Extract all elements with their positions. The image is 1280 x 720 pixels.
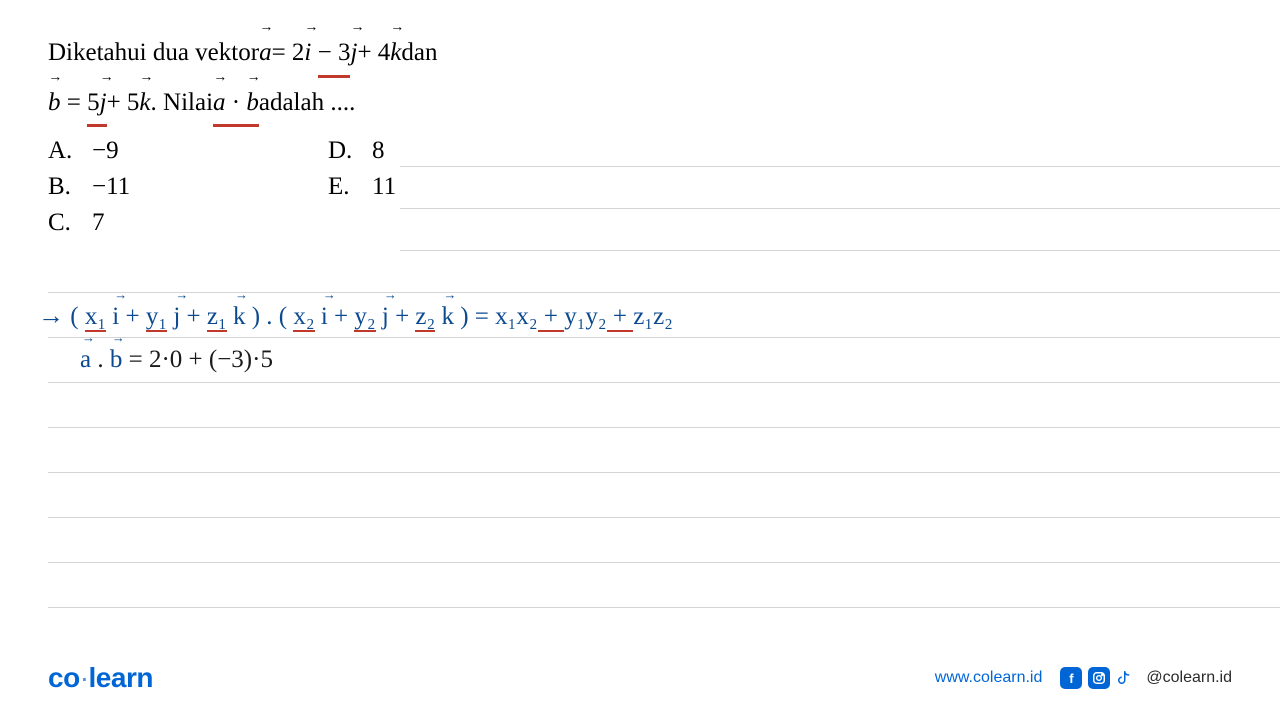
social-icons: f @colearn.id bbox=[1060, 667, 1232, 689]
redline: →a · →b bbox=[213, 78, 259, 128]
handwriting-line-2: a . b = 2·0 + (−3)·5 bbox=[80, 342, 273, 377]
footer: co·learn www.colearn.id f @colearn.id bbox=[48, 662, 1232, 694]
vec-b: →b bbox=[48, 78, 61, 125]
answer-options: A. −9 D. 8 B. −11 E. 11 C. 7 bbox=[48, 137, 1232, 237]
q-text: + 5 bbox=[107, 82, 140, 125]
q-text: = bbox=[61, 82, 88, 125]
handwriting-line-1: → ( x₁ i + y₁ j + z₁ k ) . ( x₂ i + y₂ j… bbox=[38, 298, 673, 334]
tiktok-icon bbox=[1116, 667, 1138, 689]
q-text: . Nilai bbox=[151, 82, 214, 125]
q-text: Diketahui dua vektor bbox=[48, 32, 259, 75]
option-c: C. 7 bbox=[48, 209, 328, 237]
q-text: dan bbox=[401, 32, 437, 75]
option-b: B. −11 bbox=[48, 173, 328, 201]
q-text: + 4 bbox=[357, 32, 390, 75]
redline: 5→j bbox=[87, 78, 106, 128]
brand-logo: co·learn bbox=[48, 662, 153, 694]
vec-j: →j bbox=[350, 28, 357, 75]
question-text: Diketahui dua vektor →a = 2 →i − 3 →j + … bbox=[48, 28, 1232, 127]
vec-i: →i bbox=[304, 28, 311, 75]
vec-a: →a bbox=[259, 28, 272, 75]
q-text: = 2 bbox=[272, 32, 305, 75]
social-handle: @colearn.id bbox=[1146, 669, 1232, 687]
vec-k: →k bbox=[390, 28, 401, 75]
footer-url: www.colearn.id bbox=[935, 669, 1043, 687]
instagram-icon bbox=[1088, 667, 1110, 689]
option-a: A. −9 bbox=[48, 137, 328, 165]
vec-k: →k bbox=[139, 78, 150, 125]
option-d: D. 8 bbox=[328, 137, 608, 165]
redline: − 3 bbox=[318, 32, 351, 78]
q-text: adalah .... bbox=[259, 82, 355, 125]
facebook-icon: f bbox=[1060, 667, 1082, 689]
option-e: E. 11 bbox=[328, 173, 608, 201]
footer-right: www.colearn.id f @colearn.id bbox=[935, 667, 1232, 689]
